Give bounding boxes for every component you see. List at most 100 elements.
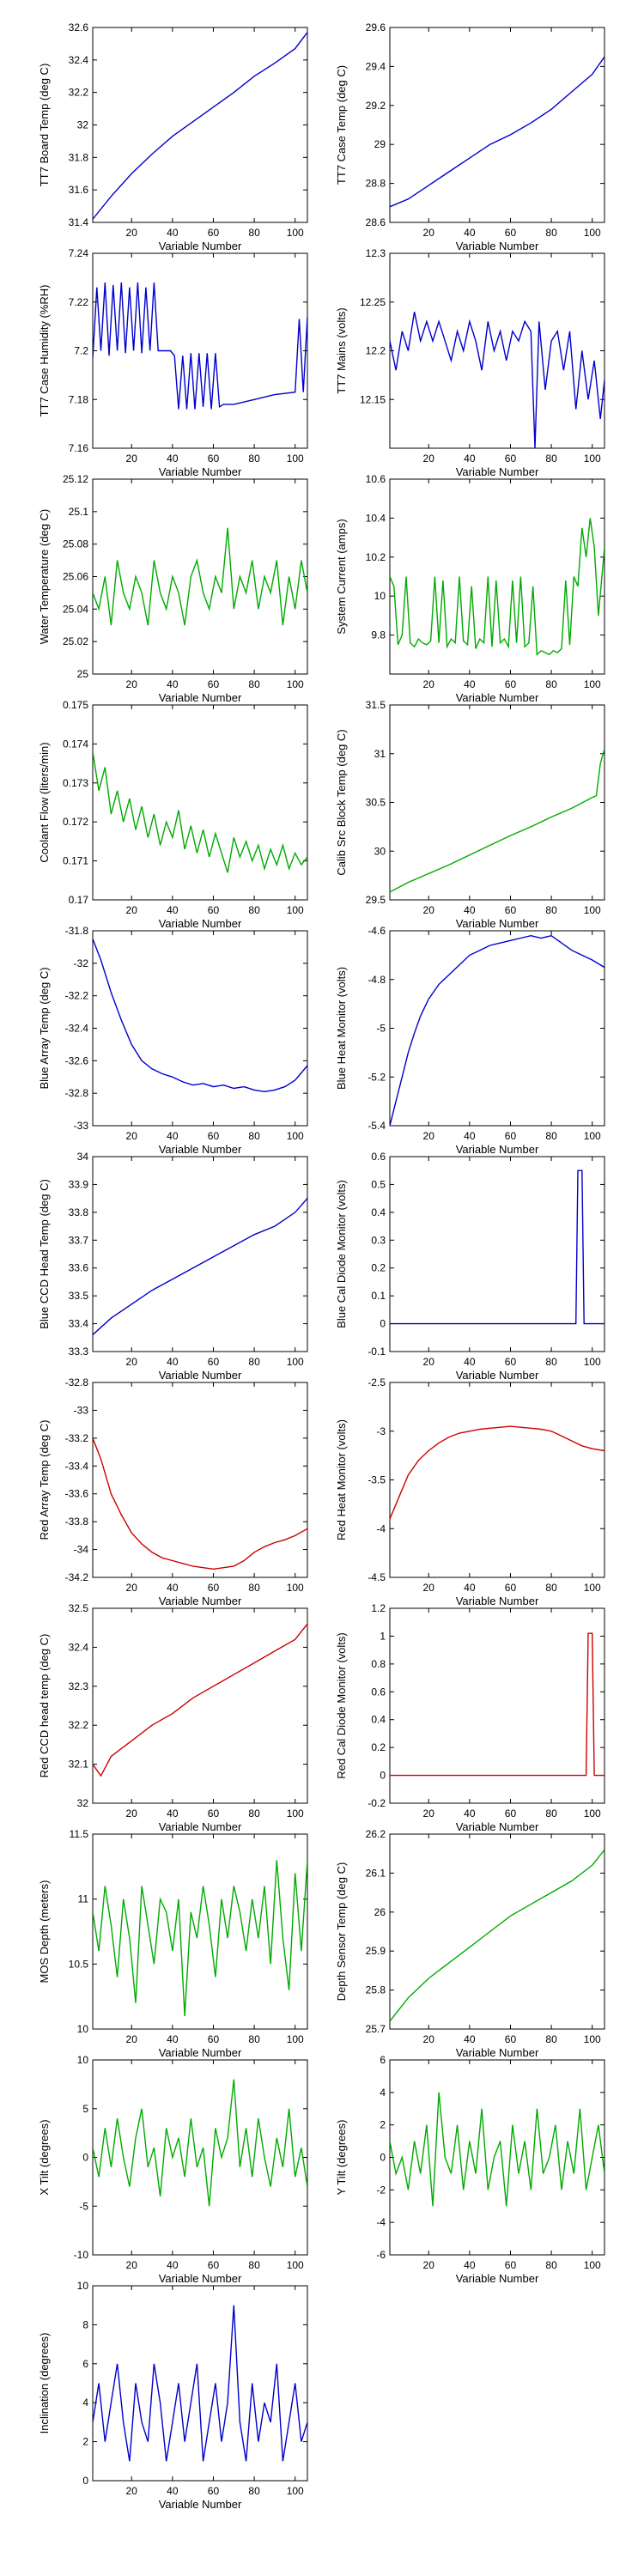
x-tick-label: 80 xyxy=(248,904,260,916)
y-tick-label: 7.18 xyxy=(69,393,89,405)
x-tick-label: 40 xyxy=(167,2485,179,2497)
series-line xyxy=(93,1860,307,2016)
chart-panel-20: 20 40 60 80 100 -6 -4 -2 0 2 4 6 Variable Number Y Ti… xyxy=(335,2054,605,2285)
series-line xyxy=(93,283,307,410)
x-tick-label: 20 xyxy=(423,678,435,690)
x-tick-label: 80 xyxy=(545,1807,557,1820)
x-tick-label: 60 xyxy=(505,2259,517,2271)
chart-panel-13: 20 40 60 80 100 -34.2 -34 -33.8 -33.6 -33.4 -33.2 -… xyxy=(38,1376,308,1607)
y-tick-label: -32.8 xyxy=(65,1376,89,1388)
y-tick-label: 6 xyxy=(380,2054,386,2066)
y-tick-label: -3 xyxy=(376,1425,386,1437)
y-tick-label: -4.8 xyxy=(368,974,386,986)
x-tick-label: 20 xyxy=(423,1130,435,1142)
x-tick-label: 20 xyxy=(126,2259,138,2271)
series-line xyxy=(390,2092,605,2207)
x-axis-label: Variable Number xyxy=(456,1595,539,1607)
y-tick-label: -33.8 xyxy=(65,1516,89,1528)
y-axis-label: TT7 Case Humidity (%RH) xyxy=(38,285,51,417)
x-tick-label: 40 xyxy=(464,1356,476,1368)
y-tick-label: 2 xyxy=(82,2436,88,2448)
y-axis-label: Calib Src Block Temp (deg C) xyxy=(335,729,348,875)
y-tick-label: 0.4 xyxy=(371,1714,386,1726)
chart-panel-9: 20 40 60 80 100 -33 -32.8 -32.6 -32.4 -32.2 -32 -31… xyxy=(38,925,308,1156)
chart-panel-5: 20 40 60 80 100 25 25.02 25.04 25.06 25.08 25.1 25.… xyxy=(38,473,308,704)
y-tick-label: 0.17 xyxy=(69,894,89,906)
x-tick-label: 100 xyxy=(584,1807,601,1820)
x-axis-label: Variable Number xyxy=(456,240,539,252)
chart-panel-11: 20 40 60 80 100 33.3 33.4 33.5 33.6 33.7 33.8 33.9 3… xyxy=(38,1151,308,1382)
y-tick-label: -0.2 xyxy=(368,1797,386,1809)
chart-panel-3: 20 40 60 80 100 7.16 7.18 7.2 7.22 7.24 Variable N… xyxy=(38,247,308,478)
y-tick-label: -4 xyxy=(376,2216,386,2228)
y-axis-label: TT7 Board Temp (deg C) xyxy=(38,64,51,187)
x-tick-label: 20 xyxy=(126,678,138,690)
x-tick-label: 80 xyxy=(545,1130,557,1142)
x-tick-label: 40 xyxy=(167,1807,179,1820)
series-line xyxy=(93,939,307,1093)
x-tick-label: 80 xyxy=(248,1582,260,1594)
y-tick-label: 0.6 xyxy=(371,1151,386,1163)
x-axis-label: Variable Number xyxy=(159,917,242,930)
x-tick-label: 40 xyxy=(167,1356,179,1368)
x-tick-label: 40 xyxy=(167,2259,179,2271)
y-tick-label: 10.6 xyxy=(366,473,386,485)
x-tick-label: 40 xyxy=(464,2033,476,2045)
y-tick-label: 0.8 xyxy=(371,1658,386,1670)
x-tick-label: 100 xyxy=(584,1582,601,1594)
x-tick-label: 100 xyxy=(584,1130,601,1142)
y-tick-label: 25 xyxy=(77,668,89,680)
y-tick-label: -4 xyxy=(376,1522,386,1534)
y-tick-label: 10 xyxy=(77,2023,89,2035)
y-tick-label: 33.3 xyxy=(69,1346,89,1358)
y-axis-label: TT7 Case Temp (deg C) xyxy=(335,65,348,185)
y-tick-label: -34 xyxy=(74,1544,89,1556)
chart-panel-16: 20 40 60 80 100 -0.2 0 0.2 0.4 0.6 0.8 1 1.2 Variable… xyxy=(335,1602,605,1833)
plot-area xyxy=(92,1382,308,1578)
x-tick-label: 60 xyxy=(505,1356,517,1368)
x-tick-label: 100 xyxy=(287,1807,304,1820)
series-line xyxy=(93,751,307,873)
y-tick-label: 25.9 xyxy=(366,1945,386,1957)
y-axis-label: Blue Cal Diode Monitor (volts) xyxy=(335,1180,348,1328)
x-tick-label: 20 xyxy=(126,453,138,465)
y-tick-label: 34 xyxy=(77,1151,89,1163)
y-axis-label: Water Temperature (deg C) xyxy=(38,509,51,645)
y-axis-label: Inclination (degrees) xyxy=(38,2333,51,2434)
x-tick-label: 100 xyxy=(287,2485,304,2497)
x-axis-label: Variable Number xyxy=(159,465,242,478)
y-tick-label: 31.6 xyxy=(69,184,89,196)
y-tick-label: -32.2 xyxy=(65,990,89,1002)
x-tick-label: 60 xyxy=(208,1807,220,1820)
x-tick-label: 20 xyxy=(423,227,435,239)
y-tick-label: 10 xyxy=(374,590,386,602)
y-tick-label: 2 xyxy=(380,2119,386,2131)
y-tick-label: 25.06 xyxy=(63,571,88,583)
y-axis-label: System Current (amps) xyxy=(335,519,348,634)
y-tick-label: 0 xyxy=(380,1318,386,1330)
plot-area xyxy=(92,1607,308,1804)
chart-panel-10: 20 40 60 80 100 -5.4 -5.2 -5 -4.8 -4.6 Variable Nu… xyxy=(335,925,605,1156)
y-tick-label: 12.15 xyxy=(360,393,386,405)
plot-area xyxy=(389,27,605,223)
x-tick-label: 20 xyxy=(423,2259,435,2271)
x-axis-label: Variable Number xyxy=(159,2046,242,2059)
chart-panel-4: 20 40 60 80 100 12.15 12.2 12.25 12.3 Variable Nu… xyxy=(335,247,605,478)
x-tick-label: 80 xyxy=(248,1130,260,1142)
series-line xyxy=(390,518,605,656)
x-tick-label: 60 xyxy=(505,2033,517,2045)
chart-panel-1: 20 40 60 80 100 31.4 31.6 31.8 32 32.2 32.4 32.6 Var… xyxy=(38,21,308,252)
y-tick-label: 10 xyxy=(77,2054,89,2066)
x-axis-label: Variable Number xyxy=(159,1595,242,1607)
x-tick-label: 100 xyxy=(287,227,304,239)
y-tick-label: 6 xyxy=(82,2358,88,2370)
y-tick-label: 7.24 xyxy=(69,247,89,259)
y-tick-label: 25.7 xyxy=(366,2023,386,2035)
x-tick-label: 80 xyxy=(545,2259,557,2271)
x-tick-label: 100 xyxy=(584,2259,601,2271)
x-tick-label: 20 xyxy=(423,1807,435,1820)
y-tick-label: -10 xyxy=(74,2249,89,2261)
chart-panel-7: 20 40 60 80 100 0.17 0.171 0.172 0.173 0.174 0.175… xyxy=(38,699,308,930)
y-tick-label: 33.8 xyxy=(69,1206,89,1218)
